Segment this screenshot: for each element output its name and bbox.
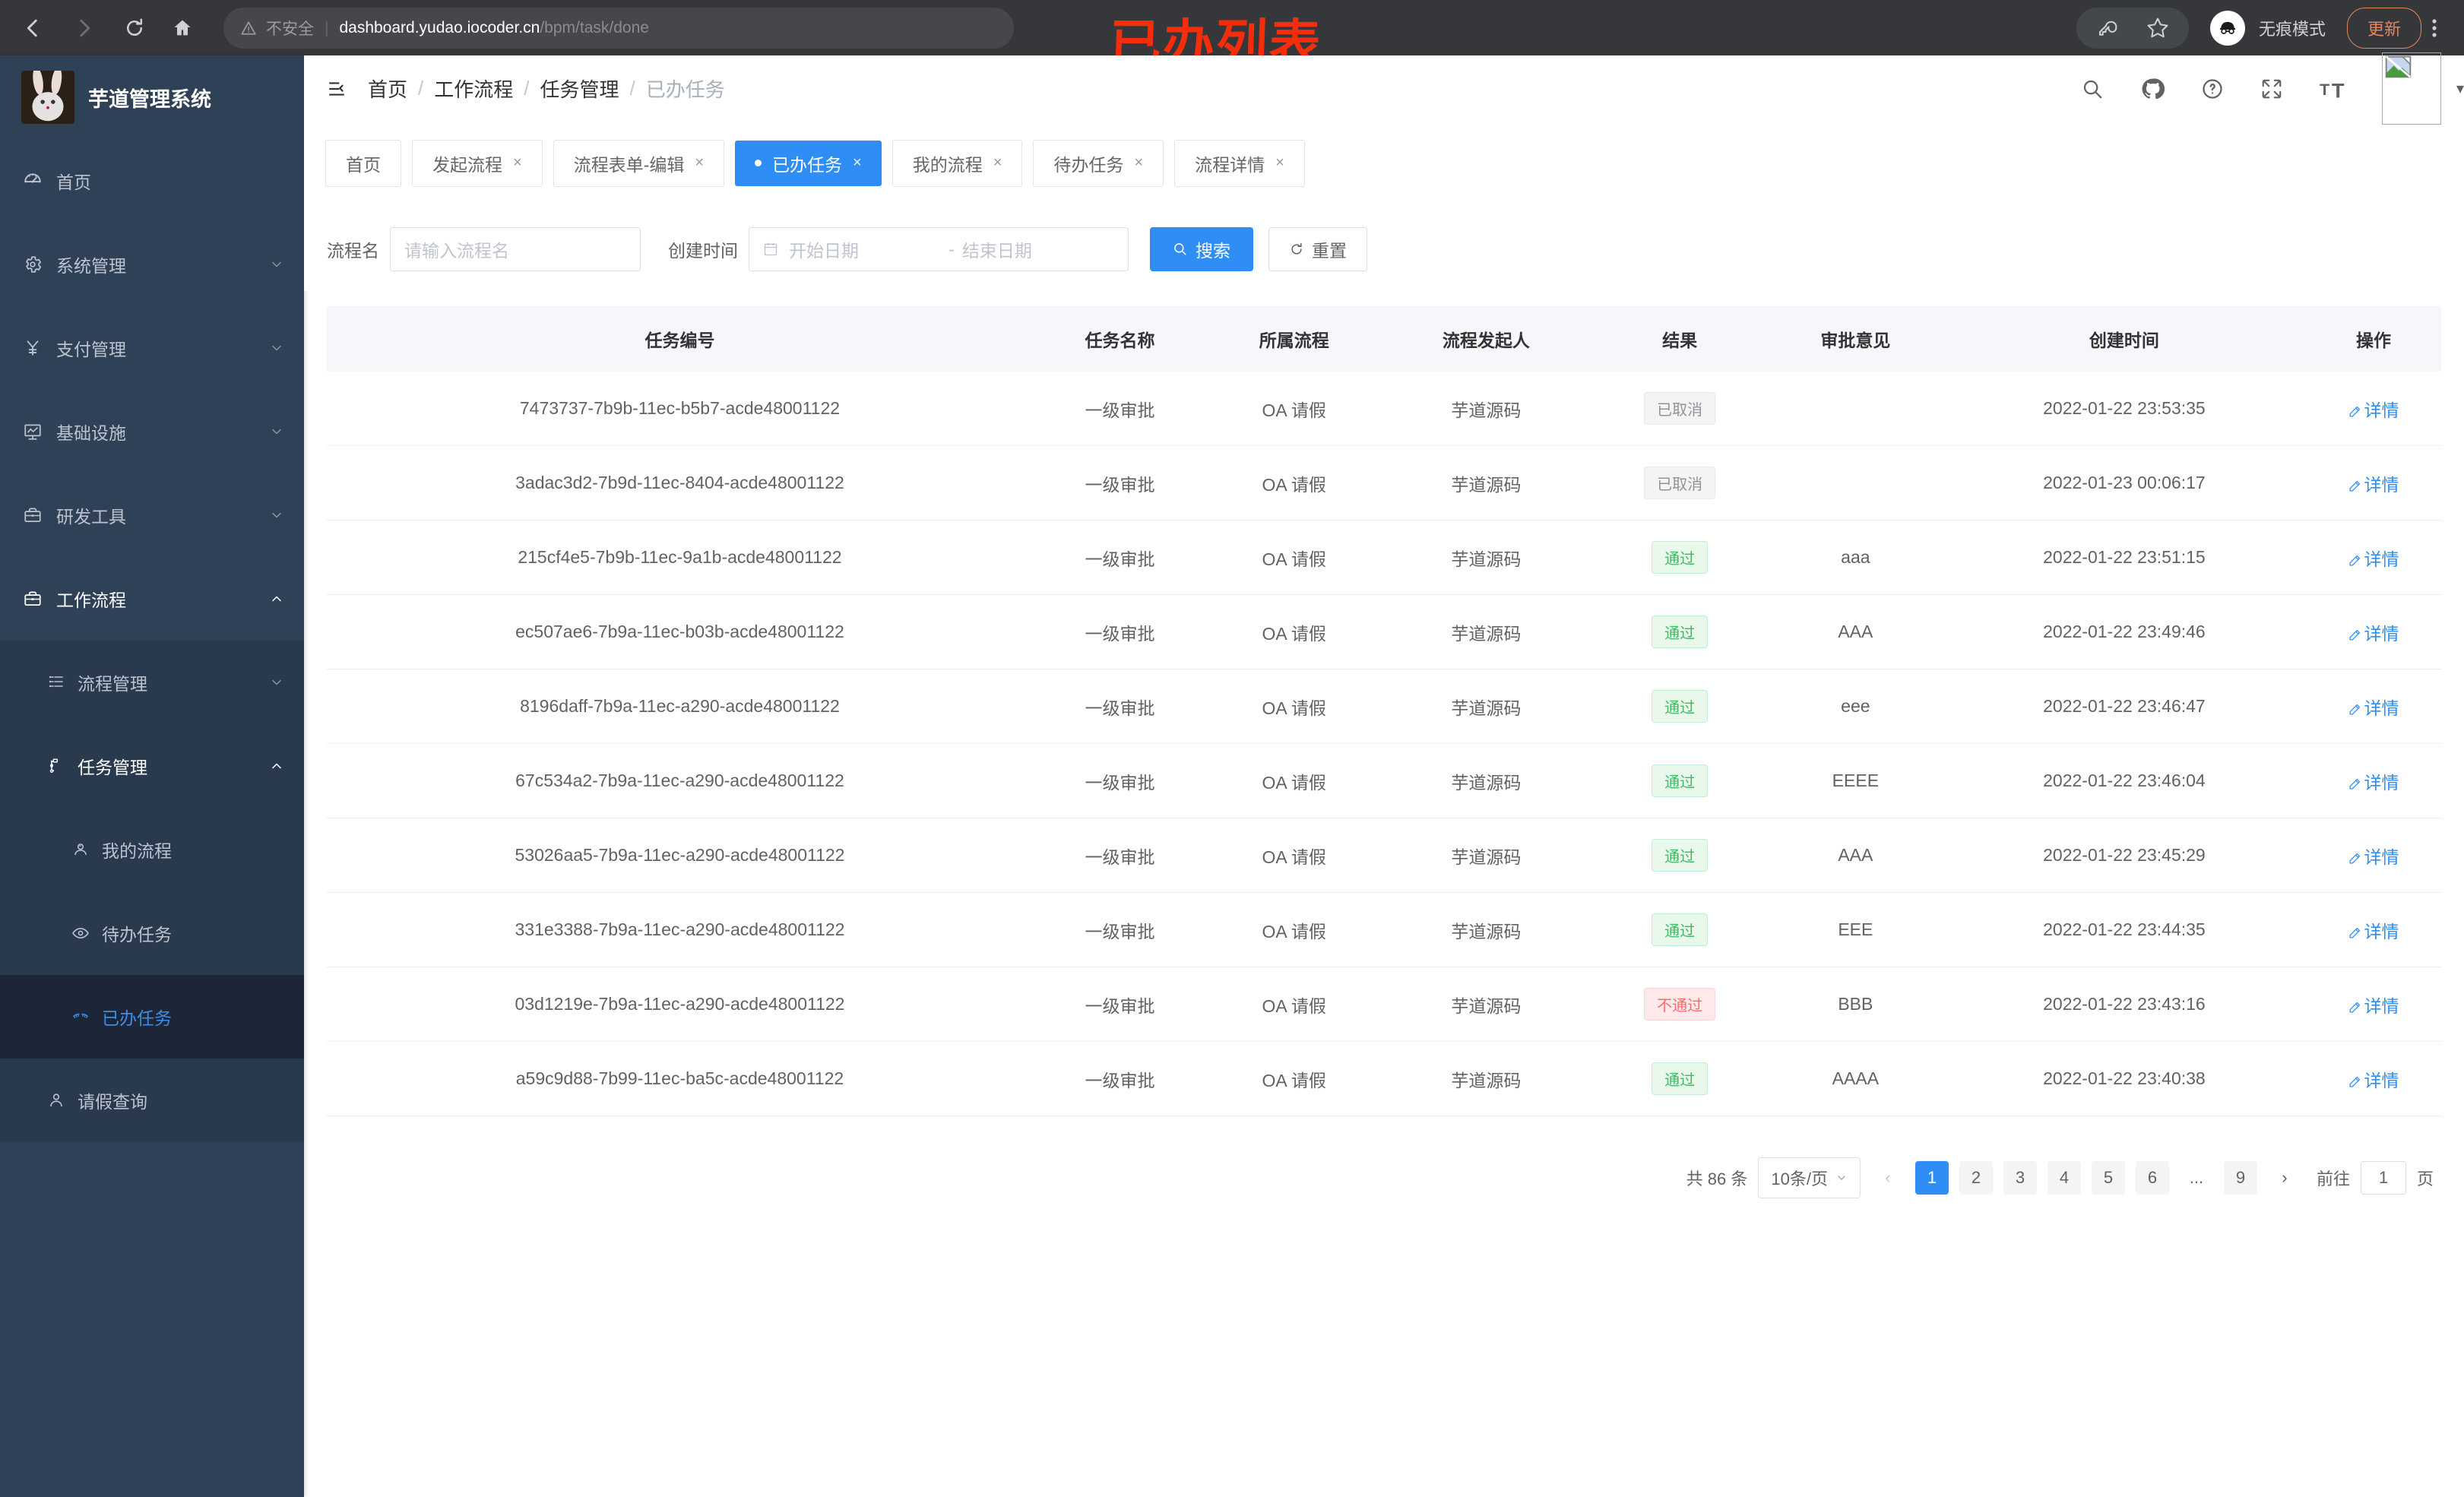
svg-text:T: T	[2332, 78, 2345, 100]
svg-text:T: T	[2320, 80, 2329, 98]
